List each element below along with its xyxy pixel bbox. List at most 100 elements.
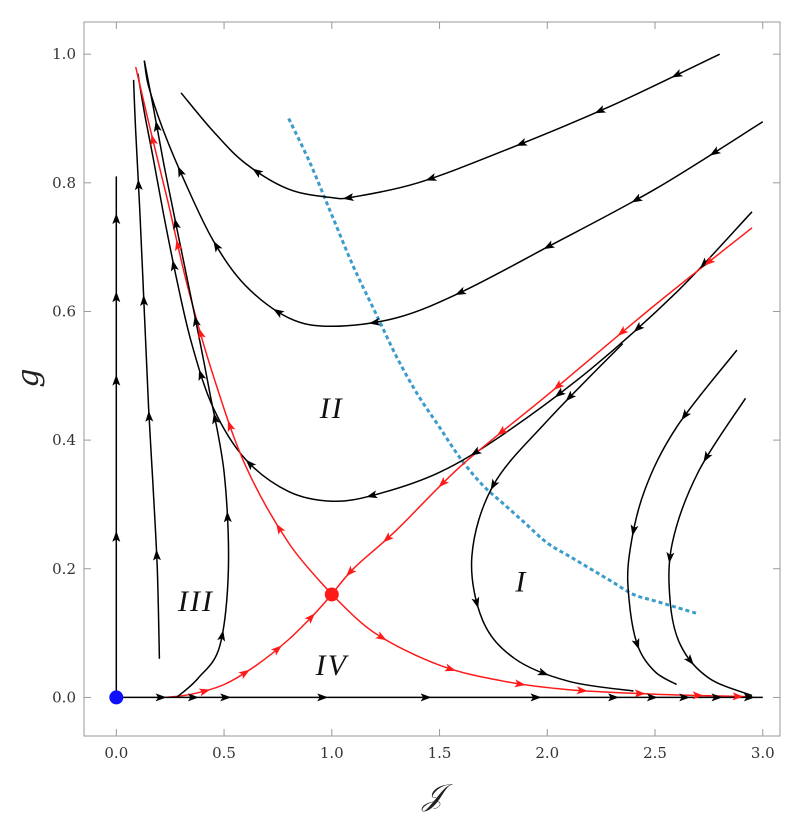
y-tick-label: 0.8 (52, 174, 76, 192)
flow-trajectory (626, 349, 738, 686)
flow-arrow (576, 686, 588, 695)
plot-area-border (83, 21, 781, 737)
flow-arrow (220, 693, 232, 702)
flow-arrow (252, 168, 264, 178)
flow-arrow (177, 166, 186, 178)
y-tick-label: 0.4 (52, 431, 76, 449)
flow-trajectory (143, 60, 764, 328)
flow-arrow (633, 321, 645, 333)
flow-arrow (543, 240, 556, 250)
flow-arrow (238, 669, 250, 680)
x-tick-label: 3.0 (751, 744, 775, 762)
trajectory-curves (115, 53, 764, 699)
separatrix-curve (331, 227, 753, 595)
y-tick-label: 0.0 (52, 688, 76, 706)
flow-arrow (192, 315, 201, 328)
separatrix-curve (331, 593, 753, 698)
flow-arrow (679, 693, 691, 702)
flow-arrow (553, 379, 565, 391)
x-tick-label: 0.0 (104, 744, 128, 762)
flow-arrow (198, 369, 207, 382)
flow-arrow (187, 693, 199, 702)
x-tick-label: 2.0 (535, 744, 559, 762)
flow-arrow (112, 530, 121, 542)
flow-arrow (444, 663, 456, 672)
x-axis-title: 𝒥 (421, 778, 454, 813)
flow-arrow (496, 425, 509, 436)
fixed-point-origin (109, 690, 124, 705)
flow-arrow (172, 218, 181, 230)
flow-arrow (276, 523, 286, 535)
x-tick-label: 2.5 (643, 744, 667, 762)
flow-arrow (594, 105, 607, 114)
flow-arrow (145, 410, 154, 422)
flow-arrows (112, 69, 755, 702)
flow-arrow (270, 645, 282, 656)
flow-arrow (608, 693, 620, 702)
flow-arrow (375, 631, 387, 641)
flow-arrow (711, 693, 723, 702)
flow-arrow (382, 532, 394, 543)
flow-arrow (692, 691, 704, 700)
flow-arrow (631, 193, 643, 203)
region-label: I (514, 566, 527, 599)
region-label: II (319, 392, 344, 425)
plot-frame (83, 21, 781, 737)
flow-trajectory (143, 60, 230, 698)
flow-arrow (245, 459, 257, 471)
flow-arrow (366, 490, 378, 499)
flow-arrow (112, 374, 121, 386)
flow-trajectory (132, 79, 161, 659)
flow-arrow (175, 239, 183, 252)
flow-arrow (227, 420, 236, 433)
axis-ticks: 0.0 0.5 1.0 1.5 2.0 2.5 3.0 0.0 0.2 0.4 0.6 0.8 1.0 (52, 22, 780, 762)
flow-arrow (630, 524, 639, 537)
flow-arrow (198, 688, 211, 697)
y-axis-title: g (11, 368, 46, 387)
flow-arrow (700, 257, 711, 269)
flow-arrow (681, 408, 692, 421)
flow-arrow (223, 511, 232, 523)
flow-arrow (471, 596, 480, 609)
flow-arrow (140, 294, 149, 307)
flow-arrow (703, 450, 713, 463)
flow-arrow (732, 692, 744, 701)
flow-arrow (646, 693, 658, 702)
flow-arrow (155, 693, 167, 702)
flow-arrow (112, 213, 121, 225)
flow-arrow (198, 327, 206, 340)
flow-arrow (342, 193, 355, 202)
region-label: III (177, 585, 214, 618)
x-tick-label: 0.5 (212, 744, 236, 762)
flow-arrow (617, 325, 629, 337)
flow-arrow (212, 412, 221, 425)
flow-arrow (455, 286, 467, 296)
flow-arrow (671, 69, 684, 78)
flow-arrow (666, 551, 675, 564)
flow-arrow (170, 259, 179, 272)
flow-arrow (516, 138, 528, 146)
flow-arrow (565, 390, 577, 402)
flow-arrow (346, 565, 357, 577)
flow-arrow (368, 317, 381, 326)
flow-arrow (709, 146, 722, 156)
flow-trajectory (668, 397, 753, 697)
flow-arrow (152, 549, 161, 561)
flow-arrow (150, 134, 158, 146)
flow-arrow (704, 255, 716, 266)
flow-arrow (317, 693, 329, 702)
flow-arrow (420, 693, 432, 702)
flow-arrow (537, 667, 549, 676)
flow-trajectory (470, 343, 634, 692)
flow-arrow (631, 637, 640, 650)
flow-arrow (213, 241, 223, 253)
y-tick-label: 0.2 (52, 560, 76, 578)
flow-arrow (683, 654, 694, 666)
flow-arrow (217, 630, 226, 642)
flow-arrow (490, 478, 500, 491)
flow-trajectory (137, 73, 753, 503)
boundary-dashed-curve (287, 117, 699, 616)
flow-arrow (425, 173, 438, 181)
